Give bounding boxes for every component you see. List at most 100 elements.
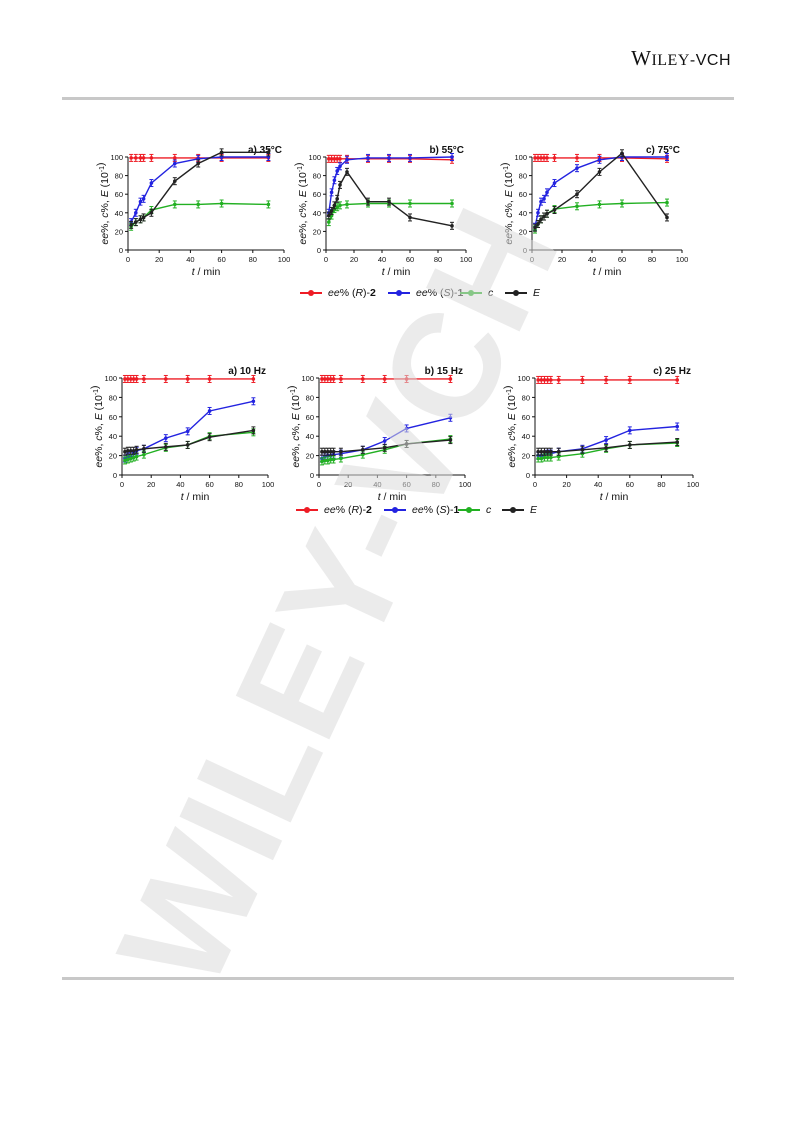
legend-label: c (486, 504, 492, 516)
x-tick-label: 0 (126, 255, 130, 264)
data-point-blue (665, 155, 669, 159)
y-tick-label: 20 (313, 227, 321, 236)
data-point-blue (536, 211, 540, 215)
y-tick-label: 40 (313, 209, 321, 218)
data-point-black (345, 170, 349, 174)
data-point-black (149, 211, 154, 215)
x-tick-label: 80 (648, 255, 656, 264)
data-point-blue (251, 399, 256, 404)
legend-item-green: c (460, 287, 493, 299)
data-point-red (675, 378, 679, 382)
legend-marker (460, 288, 482, 298)
data-point-black (628, 443, 632, 447)
y-axis-label: ee%, c%, E (10-1) (95, 162, 111, 244)
data-point-green (123, 458, 127, 463)
chart-c-25hz: c) 25 Hz 0 20 40 60 80 100 0 20 40 60 80 100 t / min e… (502, 366, 699, 503)
x-tick-label: 40 (594, 480, 602, 489)
legend-item-green: c (458, 504, 491, 516)
data-point-black (536, 449, 540, 454)
data-point-black (382, 446, 387, 450)
data-point-red (149, 156, 154, 160)
x-tick-label: 60 (618, 255, 626, 264)
data-point-blue (450, 155, 454, 159)
data-point-black (545, 211, 549, 216)
data-point-black (329, 209, 334, 213)
data-point-black (185, 443, 190, 447)
data-point-black (196, 161, 200, 166)
x-tick-label: 40 (588, 255, 596, 264)
y-tick-label: 100 (104, 374, 117, 383)
data-point-black (539, 217, 543, 222)
data-point-red (536, 378, 540, 382)
data-point-red (575, 156, 579, 160)
y-tick-label: 80 (115, 172, 123, 181)
data-point-red (325, 377, 330, 381)
y-tick-label: 40 (306, 432, 314, 441)
data-point-green (196, 202, 200, 207)
data-point-green (328, 457, 333, 462)
data-point-black (675, 440, 679, 444)
x-tick-label: 0 (324, 255, 328, 264)
data-point-red (539, 156, 543, 160)
legend-item-blue: ee% (S)-1 (384, 504, 459, 516)
data-point-red (338, 157, 342, 161)
data-point-black (129, 223, 133, 227)
y-tick-label: 60 (519, 190, 527, 199)
data-point-black (320, 449, 324, 454)
data-point-black (533, 225, 537, 230)
data-point-black (450, 224, 454, 228)
data-point-black (542, 214, 546, 219)
data-point-blue (138, 199, 143, 204)
header-rule (62, 97, 734, 100)
x-tick-label: 80 (657, 480, 665, 489)
y-tick-label: 60 (313, 190, 321, 199)
data-point-blue (545, 190, 549, 195)
data-point-green (665, 200, 669, 205)
data-point-red (556, 378, 561, 382)
y-tick-label: 0 (113, 471, 117, 480)
data-point-blue (382, 439, 387, 443)
data-point-red (126, 377, 130, 381)
data-point-black (665, 215, 669, 220)
legend-marker (458, 505, 480, 515)
data-point-black (536, 222, 540, 226)
x-axis-label: t / min (600, 491, 629, 503)
x-tick-label: 40 (378, 255, 386, 264)
data-point-red (329, 157, 334, 161)
data-point-black (539, 449, 544, 454)
data-point-green (620, 201, 624, 206)
data-point-green (128, 456, 133, 461)
series-line-black (534, 152, 668, 229)
x-axis-label: t / min (378, 491, 407, 503)
data-point-red (361, 377, 365, 381)
y-tick-label: 0 (523, 246, 527, 255)
data-point-red (448, 377, 453, 381)
data-point-green (549, 455, 553, 460)
x-tick-label: 100 (460, 255, 473, 264)
x-tick-label: 100 (459, 480, 472, 489)
data-point-red (134, 156, 138, 160)
data-point-black (173, 179, 177, 183)
legend-label: ee% (S)-1 (416, 287, 463, 299)
data-point-red (142, 377, 146, 381)
data-point-green (335, 205, 339, 210)
x-tick-label: 0 (317, 480, 321, 489)
legend-marker (388, 288, 410, 298)
x-tick-label: 80 (249, 255, 257, 264)
chart-b-15hz: b) 15 Hz 0 20 40 60 80 100 0 20 40 60 80 100 t / min e… (286, 366, 472, 503)
data-point-black (134, 447, 139, 452)
legend-item-black: E (505, 287, 540, 299)
legend-item-black: E (502, 504, 537, 516)
data-point-blue (448, 415, 453, 420)
x-tick-label: 20 (344, 480, 352, 489)
data-point-blue (141, 197, 146, 201)
data-point-red (251, 377, 256, 381)
y-tick-label: 60 (306, 413, 314, 422)
data-point-green (219, 201, 224, 206)
data-point-red (382, 377, 387, 381)
x-tick-label: 0 (120, 480, 124, 489)
x-axis-label: t / min (382, 266, 411, 278)
data-point-blue (207, 409, 212, 413)
y-tick-label: 0 (310, 471, 314, 480)
x-tick-label: 20 (558, 255, 566, 264)
